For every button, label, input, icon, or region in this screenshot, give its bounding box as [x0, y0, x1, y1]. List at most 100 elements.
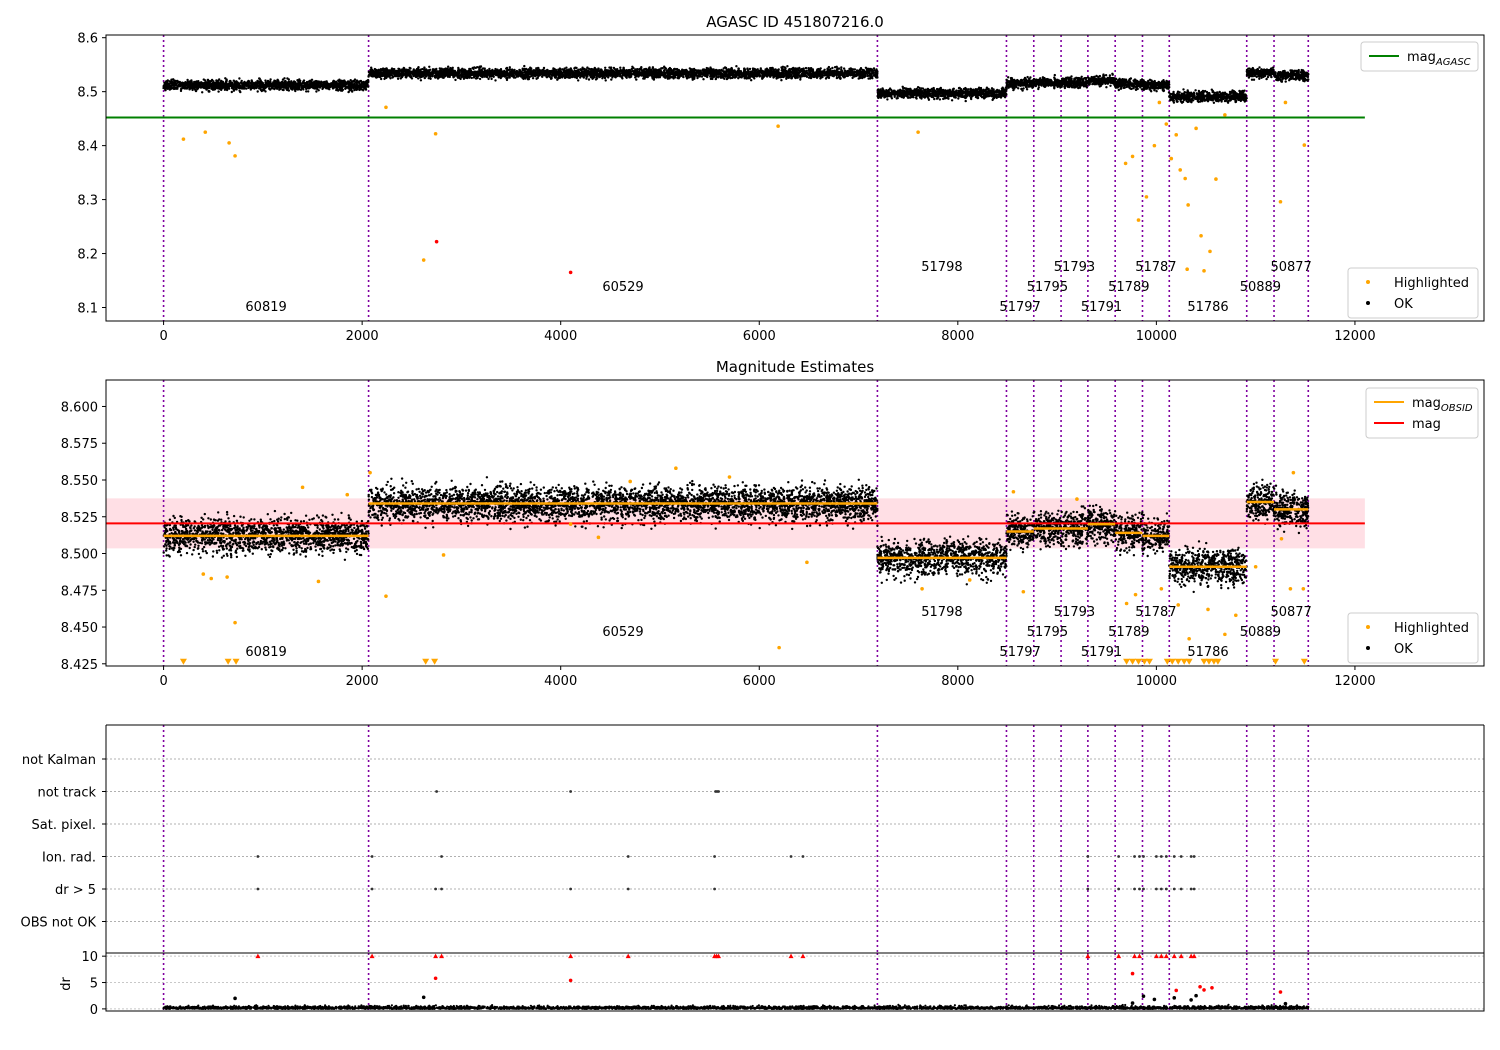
ok-point [442, 70, 446, 74]
ok-point [238, 77, 241, 80]
ok-point [338, 86, 341, 89]
chart2-title: Magnitude Estimates [716, 358, 874, 376]
ok-point [321, 83, 324, 86]
ok-point [203, 81, 206, 85]
ok-point [317, 89, 320, 92]
ok-point [573, 69, 576, 72]
ok-point [315, 90, 318, 93]
ok-point [328, 84, 331, 87]
ok-point [187, 85, 191, 88]
ok-point [339, 79, 342, 82]
ok-point [353, 88, 356, 92]
ok-point [442, 74, 446, 77]
ok-point [286, 77, 289, 80]
ok-point [817, 73, 821, 76]
ok-point [599, 68, 603, 71]
ok-point [268, 87, 271, 90]
ok-point [211, 88, 215, 92]
ok-point [278, 82, 282, 85]
ok-point [452, 76, 455, 79]
ok-point [163, 84, 166, 87]
ok-point [252, 82, 256, 85]
ok-point [723, 66, 727, 69]
ok-point [842, 67, 846, 70]
ok-point [697, 71, 700, 75]
ok-point [573, 67, 576, 70]
ok-point [665, 70, 669, 73]
ok-point [274, 82, 277, 85]
ok-point [295, 82, 298, 86]
ok-point [269, 78, 272, 81]
ok-point [363, 85, 367, 88]
ok-point [722, 71, 725, 74]
ok-point [301, 85, 304, 89]
ok-point [824, 73, 827, 77]
ok-point [419, 79, 423, 82]
ok-point [526, 68, 530, 72]
ok-point [523, 64, 526, 68]
ok-point [442, 76, 445, 80]
ok-point [643, 77, 646, 80]
ok-point [224, 83, 227, 86]
ok-point [467, 75, 470, 78]
ok-point [323, 85, 326, 88]
ok-point [278, 88, 281, 91]
ok-point [712, 68, 715, 71]
ok-point [313, 85, 316, 88]
ok-point [396, 77, 400, 81]
ok-point [174, 82, 178, 85]
ok-point [350, 84, 353, 87]
ok-point [505, 66, 509, 70]
ok-point [229, 84, 232, 87]
ok-point [569, 67, 572, 70]
ok-point [431, 75, 434, 78]
ok-point [344, 86, 348, 89]
ok-point [201, 91, 204, 94]
ok-point [196, 87, 200, 90]
ok-point [267, 85, 271, 88]
ok-point [293, 81, 296, 84]
ok-point [203, 85, 207, 89]
ok-point [840, 68, 843, 71]
ok-point [473, 66, 476, 69]
ok-point [535, 67, 538, 70]
ok-point [622, 66, 625, 70]
ok-point [717, 76, 720, 79]
chart1-plot: 6081960529517985179751795517935179151789… [77, 32, 1485, 344]
ok-point [172, 87, 176, 91]
ok-point [309, 79, 312, 83]
ok-point [491, 69, 494, 72]
ok-point [470, 76, 473, 80]
ok-point [531, 77, 535, 80]
ok-point [704, 73, 708, 76]
ok-point [193, 84, 197, 88]
ok-point [754, 69, 757, 73]
ok-point [297, 80, 300, 83]
ok-point [663, 76, 667, 79]
ok-point [237, 86, 241, 89]
ok-point [309, 82, 312, 86]
ok-point [273, 87, 276, 91]
ok-point [454, 78, 457, 82]
ok-point [284, 79, 287, 83]
ok-point [431, 69, 434, 73]
ok-point [332, 79, 335, 83]
ok-point [381, 67, 385, 70]
ok-point [217, 87, 220, 90]
ok-point [162, 86, 165, 90]
ok-point [440, 67, 443, 70]
ok-point [279, 85, 282, 89]
ok-point [875, 76, 878, 79]
ok-point [604, 66, 607, 70]
ok-point [383, 77, 386, 81]
ok-point [207, 84, 210, 87]
ok-point [630, 67, 633, 71]
ok-point [260, 81, 264, 84]
ok-point [184, 81, 187, 84]
ok-point [288, 84, 291, 88]
ok-point [256, 90, 259, 93]
ok-point [221, 80, 224, 84]
ok-point [770, 66, 773, 70]
ok-point [241, 83, 244, 87]
ok-point [331, 86, 335, 89]
